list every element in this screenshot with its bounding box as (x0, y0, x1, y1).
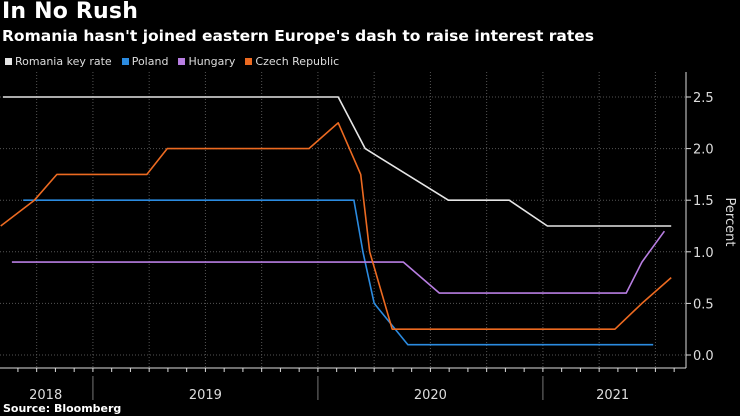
chart-title: In No Rush (2, 0, 139, 24)
legend-item: Czech Republic (245, 55, 339, 68)
source-note: Source: Bloomberg (3, 402, 122, 415)
y-tick-label: 1.5 (693, 194, 714, 209)
y-tick-label: 0.5 (693, 297, 714, 312)
x-tick-label: 2020 (414, 388, 447, 403)
x-tick-label: 2021 (596, 388, 629, 403)
legend-item: Poland (121, 55, 169, 68)
legend-label: Poland (131, 55, 169, 68)
series-line-hungary (11, 230, 666, 294)
x-tick-label: 2019 (189, 388, 222, 403)
y-tick-label: 0.0 (693, 349, 714, 364)
chart-subtitle: Romania hasn't joined eastern Europe's d… (2, 27, 595, 45)
y-tick-label: 1.0 (693, 246, 714, 261)
series-line-romania-key-rate (2, 96, 672, 227)
legend-swatch (178, 58, 186, 65)
x-tick-label: 2018 (29, 388, 62, 403)
y-axis-label: Percent (722, 198, 737, 247)
legend-item: Romania key rate (5, 55, 112, 68)
legend-swatch (121, 58, 129, 65)
legend-label: Romania key rate (15, 55, 112, 68)
series-line-poland (23, 199, 654, 346)
legend-label: Hungary (188, 55, 236, 68)
legend-swatch (5, 58, 12, 65)
legend: Romania key rate Poland Hungary Czech Repub… (5, 55, 339, 68)
y-tick-label: 2.5 (693, 91, 714, 106)
legend-item: Hungary (178, 55, 235, 68)
legend-label: Czech Republic (255, 55, 340, 68)
y-tick-label: 2.0 (693, 143, 714, 158)
legend-swatch (245, 58, 253, 65)
series-line-czech-republic (0, 122, 672, 331)
